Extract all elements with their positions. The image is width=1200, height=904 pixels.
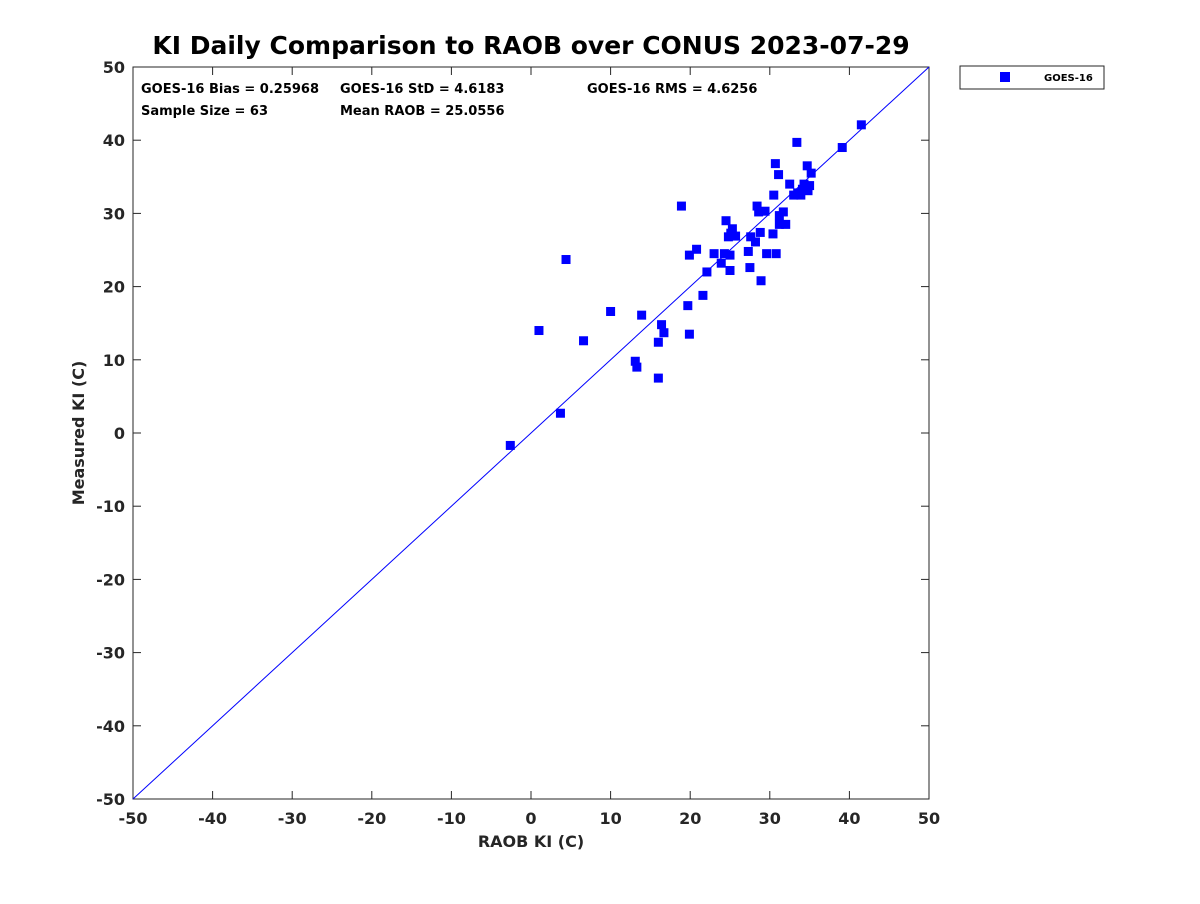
- data-point: [770, 159, 780, 169]
- x-tick-label: -50: [119, 809, 148, 828]
- data-point: [659, 328, 669, 338]
- data-point: [768, 229, 778, 239]
- data-point: [750, 237, 760, 247]
- data-point: [771, 249, 781, 259]
- stat-sample-size: Sample Size = 63: [141, 104, 268, 119]
- data-point: [856, 120, 866, 130]
- data-point: [803, 186, 813, 196]
- data-point: [837, 143, 847, 153]
- stat-mean-raob: Mean RAOB = 25.0556: [340, 104, 505, 119]
- data-point: [781, 219, 791, 229]
- stat-std: GOES-16 StD = 4.6183: [340, 82, 504, 97]
- data-point: [698, 290, 708, 300]
- data-point: [555, 408, 565, 418]
- stat-rms: GOES-16 RMS = 4.6256: [587, 82, 757, 97]
- data-point: [653, 373, 663, 383]
- data-point: [653, 337, 663, 347]
- y-tick-label: -20: [96, 570, 125, 589]
- data-point: [637, 310, 647, 320]
- legend-marker: [1000, 72, 1010, 82]
- y-tick-label: -10: [96, 497, 125, 516]
- data-point: [746, 232, 756, 242]
- data-point: [796, 190, 806, 200]
- data-point: [752, 201, 762, 211]
- legend: GOES-16: [959, 65, 1105, 90]
- data-point: [778, 207, 788, 217]
- data-point: [716, 258, 726, 268]
- x-axis-ticks: -50 -40 -30 -20 -10 0 10 20 30 40 50: [119, 67, 940, 828]
- data-point: [684, 250, 694, 260]
- data-point: [792, 137, 802, 147]
- data-point: [725, 250, 735, 260]
- data-point: [802, 161, 812, 171]
- x-tick-label: -10: [437, 809, 466, 828]
- data-point: [755, 227, 765, 237]
- data-point: [806, 168, 816, 178]
- x-tick-label: 0: [525, 809, 536, 828]
- data-point: [774, 219, 784, 229]
- y-tick-label: 40: [103, 131, 125, 150]
- x-tick-label: -40: [198, 809, 227, 828]
- x-tick-label: 30: [759, 809, 781, 828]
- data-point: [630, 356, 640, 366]
- y-tick-label: 30: [103, 204, 125, 223]
- legend-label: GOES-16: [1044, 73, 1093, 84]
- x-tick-label: 10: [599, 809, 621, 828]
- y-axis-label: Measured KI (C): [69, 361, 88, 506]
- data-points: [505, 120, 866, 450]
- data-point: [709, 249, 719, 259]
- data-point: [683, 301, 693, 311]
- x-tick-label: 20: [679, 809, 701, 828]
- data-point: [676, 201, 686, 211]
- data-point: [785, 179, 795, 189]
- y-tick-label: 20: [103, 278, 125, 297]
- data-point: [725, 265, 735, 275]
- legend-box: [959, 65, 1105, 90]
- data-point: [756, 276, 766, 286]
- data-point: [743, 246, 753, 256]
- data-point: [657, 320, 667, 330]
- y-axis-ticks: 50 40 30 20 10 0 -10 -20 -30 -40 -50: [96, 58, 929, 809]
- data-point: [745, 263, 755, 273]
- data-point: [579, 336, 589, 346]
- data-point: [719, 249, 729, 259]
- y-tick-label: -50: [96, 790, 125, 809]
- data-point: [726, 228, 736, 238]
- data-point: [774, 170, 784, 180]
- data-point: [606, 306, 616, 316]
- data-point: [692, 244, 702, 254]
- y-tick-label: 0: [114, 424, 125, 443]
- y-tick-label: -40: [96, 717, 125, 736]
- data-point: [762, 249, 772, 259]
- data-point: [505, 440, 515, 450]
- x-tick-label: 40: [838, 809, 860, 828]
- data-point: [731, 231, 741, 241]
- x-tick-label: -20: [357, 809, 386, 828]
- data-point: [805, 181, 815, 191]
- data-point: [632, 362, 642, 372]
- x-tick-label: -30: [278, 809, 307, 828]
- y-tick-label: -30: [96, 644, 125, 663]
- data-point: [702, 267, 712, 277]
- x-tick-label: 50: [918, 809, 940, 828]
- data-point: [684, 329, 694, 339]
- x-axis-label: RAOB KI (C): [478, 832, 584, 851]
- data-point: [721, 216, 731, 226]
- data-point: [760, 206, 770, 216]
- data-point: [561, 255, 571, 265]
- y-tick-label: 10: [103, 351, 125, 370]
- data-point: [754, 207, 764, 217]
- data-point: [534, 326, 544, 336]
- y-tick-label: 50: [103, 58, 125, 77]
- data-point: [769, 190, 779, 200]
- stat-bias: GOES-16 Bias = 0.25968: [141, 82, 319, 97]
- chart-title: KI Daily Comparison to RAOB over CONUS 2…: [152, 31, 909, 60]
